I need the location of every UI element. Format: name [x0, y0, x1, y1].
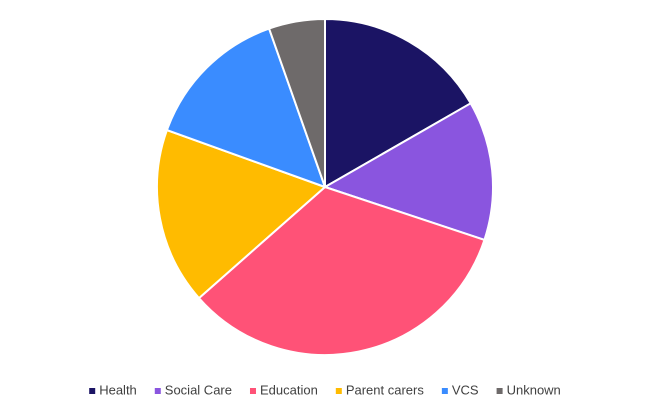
legend-label: VCS: [452, 382, 479, 397]
legend-label: Unknown: [507, 382, 561, 397]
legend-swatch: [441, 388, 448, 394]
pie-slice: [324, 17, 473, 189]
legend-label: Parent carers: [346, 382, 425, 397]
legend-swatch: [335, 388, 342, 394]
legend-swatch: [249, 388, 256, 394]
legend-label: Education: [260, 382, 318, 397]
legend-label: Health: [99, 382, 137, 397]
pie-slice: [165, 27, 327, 189]
legend-swatch: [89, 388, 96, 394]
legend-swatch: [496, 388, 503, 394]
pie-slice: [322, 101, 494, 242]
legend-swatch: [154, 388, 161, 394]
pie-slice: [267, 17, 326, 188]
legend-label: Social Care: [165, 382, 232, 397]
pie-slice: [197, 185, 486, 356]
